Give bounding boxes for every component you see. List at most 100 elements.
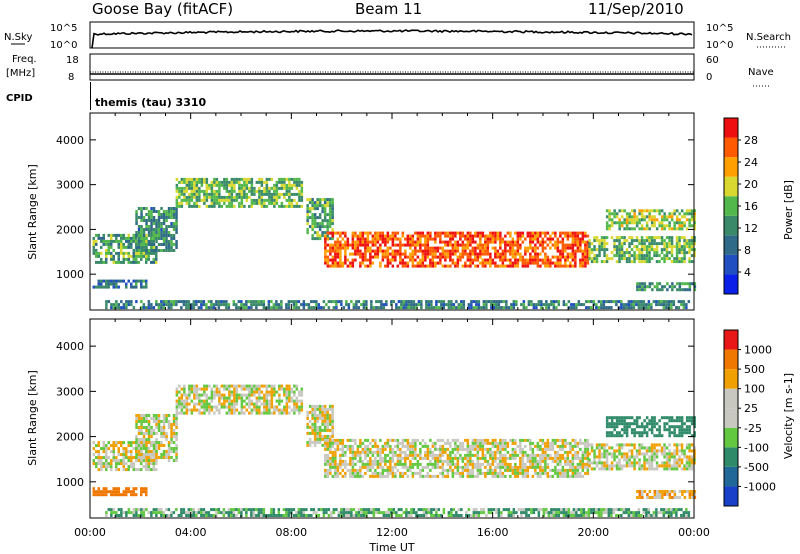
cell-3-77 (150, 441, 153, 444)
cell-6-64 (339, 264, 342, 268)
cell-3-34 (140, 456, 143, 459)
cell-3-151 (167, 231, 171, 234)
cell-8-141 (680, 209, 684, 213)
cell-6-753 (541, 261, 545, 265)
cell-4-169 (233, 396, 236, 400)
cell-6-563 (486, 252, 490, 256)
cell-0-121 (245, 508, 248, 512)
cell-0-420 (582, 508, 586, 512)
cell-4-217 (250, 384, 254, 388)
cell-5-30 (313, 416, 317, 420)
cell-0-316 (465, 511, 468, 515)
cell-0-352 (515, 300, 518, 304)
cell-2-35 (127, 490, 130, 494)
cell-6-342 (424, 255, 427, 259)
cell-6-58 (336, 462, 340, 466)
cell-5-102 (328, 419, 332, 423)
cell-4-221 (245, 177, 249, 181)
cell-6-791 (556, 240, 560, 244)
cell-0-78 (197, 306, 201, 310)
cell-0-414 (575, 514, 578, 517)
cell-8-52 (633, 212, 636, 216)
cell-4-147 (228, 384, 231, 388)
cell-3-185 (175, 222, 178, 225)
cell-6-2 (324, 240, 327, 244)
cell-2-19 (112, 487, 115, 491)
cell-6-370 (431, 261, 435, 265)
cell-6-169 (366, 468, 370, 472)
cell-1-25 (102, 236, 105, 240)
cell-1-68 (117, 260, 120, 264)
cell-3-154 (167, 453, 171, 456)
cell-1-154 (147, 468, 150, 472)
cell-6-508 (471, 252, 475, 256)
cell-2-31 (130, 282, 133, 286)
cell-6-413 (436, 462, 440, 466)
cell-6-376 (426, 450, 430, 454)
cell-4-35 (185, 405, 189, 409)
cell-6-825 (564, 264, 567, 268)
cell-4-116 (210, 201, 214, 205)
cell-6-587 (494, 249, 497, 253)
cell-4-228 (248, 177, 251, 181)
cell-5-41 (316, 407, 319, 411)
cell-6-517 (466, 450, 470, 454)
cell-0-310 (455, 511, 458, 515)
cell-0-469 (657, 303, 661, 307)
cell-4-211 (240, 201, 244, 205)
cell-0-455 (642, 300, 646, 304)
cell-4-153 (223, 195, 226, 199)
cell-0-440 (602, 508, 606, 512)
cell-6-27 (329, 459, 332, 463)
cell-6-152 (364, 438, 367, 442)
cell-0-7 (112, 511, 116, 515)
cell-5-14 (308, 216, 312, 220)
cell-3-181 (175, 210, 178, 213)
cell-1-150 (147, 456, 150, 460)
cell-4-52 (193, 387, 196, 391)
cell-3-34 (142, 219, 146, 222)
cell-6-380 (434, 261, 437, 265)
cell-7-15 (593, 248, 596, 252)
cell-6-489 (466, 255, 470, 259)
cell-4-128 (218, 411, 221, 415)
cell-0-80 (200, 508, 203, 512)
cell-4-32 (185, 183, 189, 187)
cbar-swatch-7 (724, 137, 738, 158)
cell-0-129 (255, 303, 258, 307)
cell-0-73 (192, 303, 196, 307)
cell-6-736 (536, 258, 540, 262)
cell-6-585 (481, 471, 485, 475)
cell-6-802 (559, 249, 562, 253)
cell-6-193 (374, 459, 377, 463)
cell-6-549 (484, 240, 487, 244)
cell-6-482 (466, 231, 470, 235)
cell-0-378 (542, 511, 546, 515)
cell-0-339 (500, 300, 503, 304)
cell-5-105 (328, 434, 332, 438)
cell-6-226 (389, 261, 392, 265)
cell-3-136 (165, 219, 168, 222)
cell-0-392 (555, 514, 558, 517)
cell-0-458 (622, 508, 626, 512)
cell-9-4 (638, 285, 642, 289)
cell-6-278 (396, 459, 400, 463)
cell-6-131 (356, 468, 360, 472)
cell-0-13 (120, 511, 123, 515)
cell-6-171 (369, 447, 372, 451)
cell-2-36 (130, 490, 133, 494)
cell-5-82 (326, 219, 329, 223)
cell-0-284 (442, 300, 446, 304)
cell-6-417 (439, 444, 442, 448)
cell-3-10 (137, 207, 141, 210)
cell-0-63 (182, 508, 186, 512)
cell-0-371 (532, 511, 536, 515)
cell-4-193 (235, 195, 239, 199)
cell-7-227 (675, 260, 679, 264)
cell-0-368 (530, 508, 533, 512)
cell-0-6 (112, 508, 116, 512)
cell-0-398 (562, 508, 566, 512)
cell-6-348 (416, 459, 420, 463)
cell-6-484 (466, 237, 470, 241)
cell-4-50 (190, 411, 194, 415)
